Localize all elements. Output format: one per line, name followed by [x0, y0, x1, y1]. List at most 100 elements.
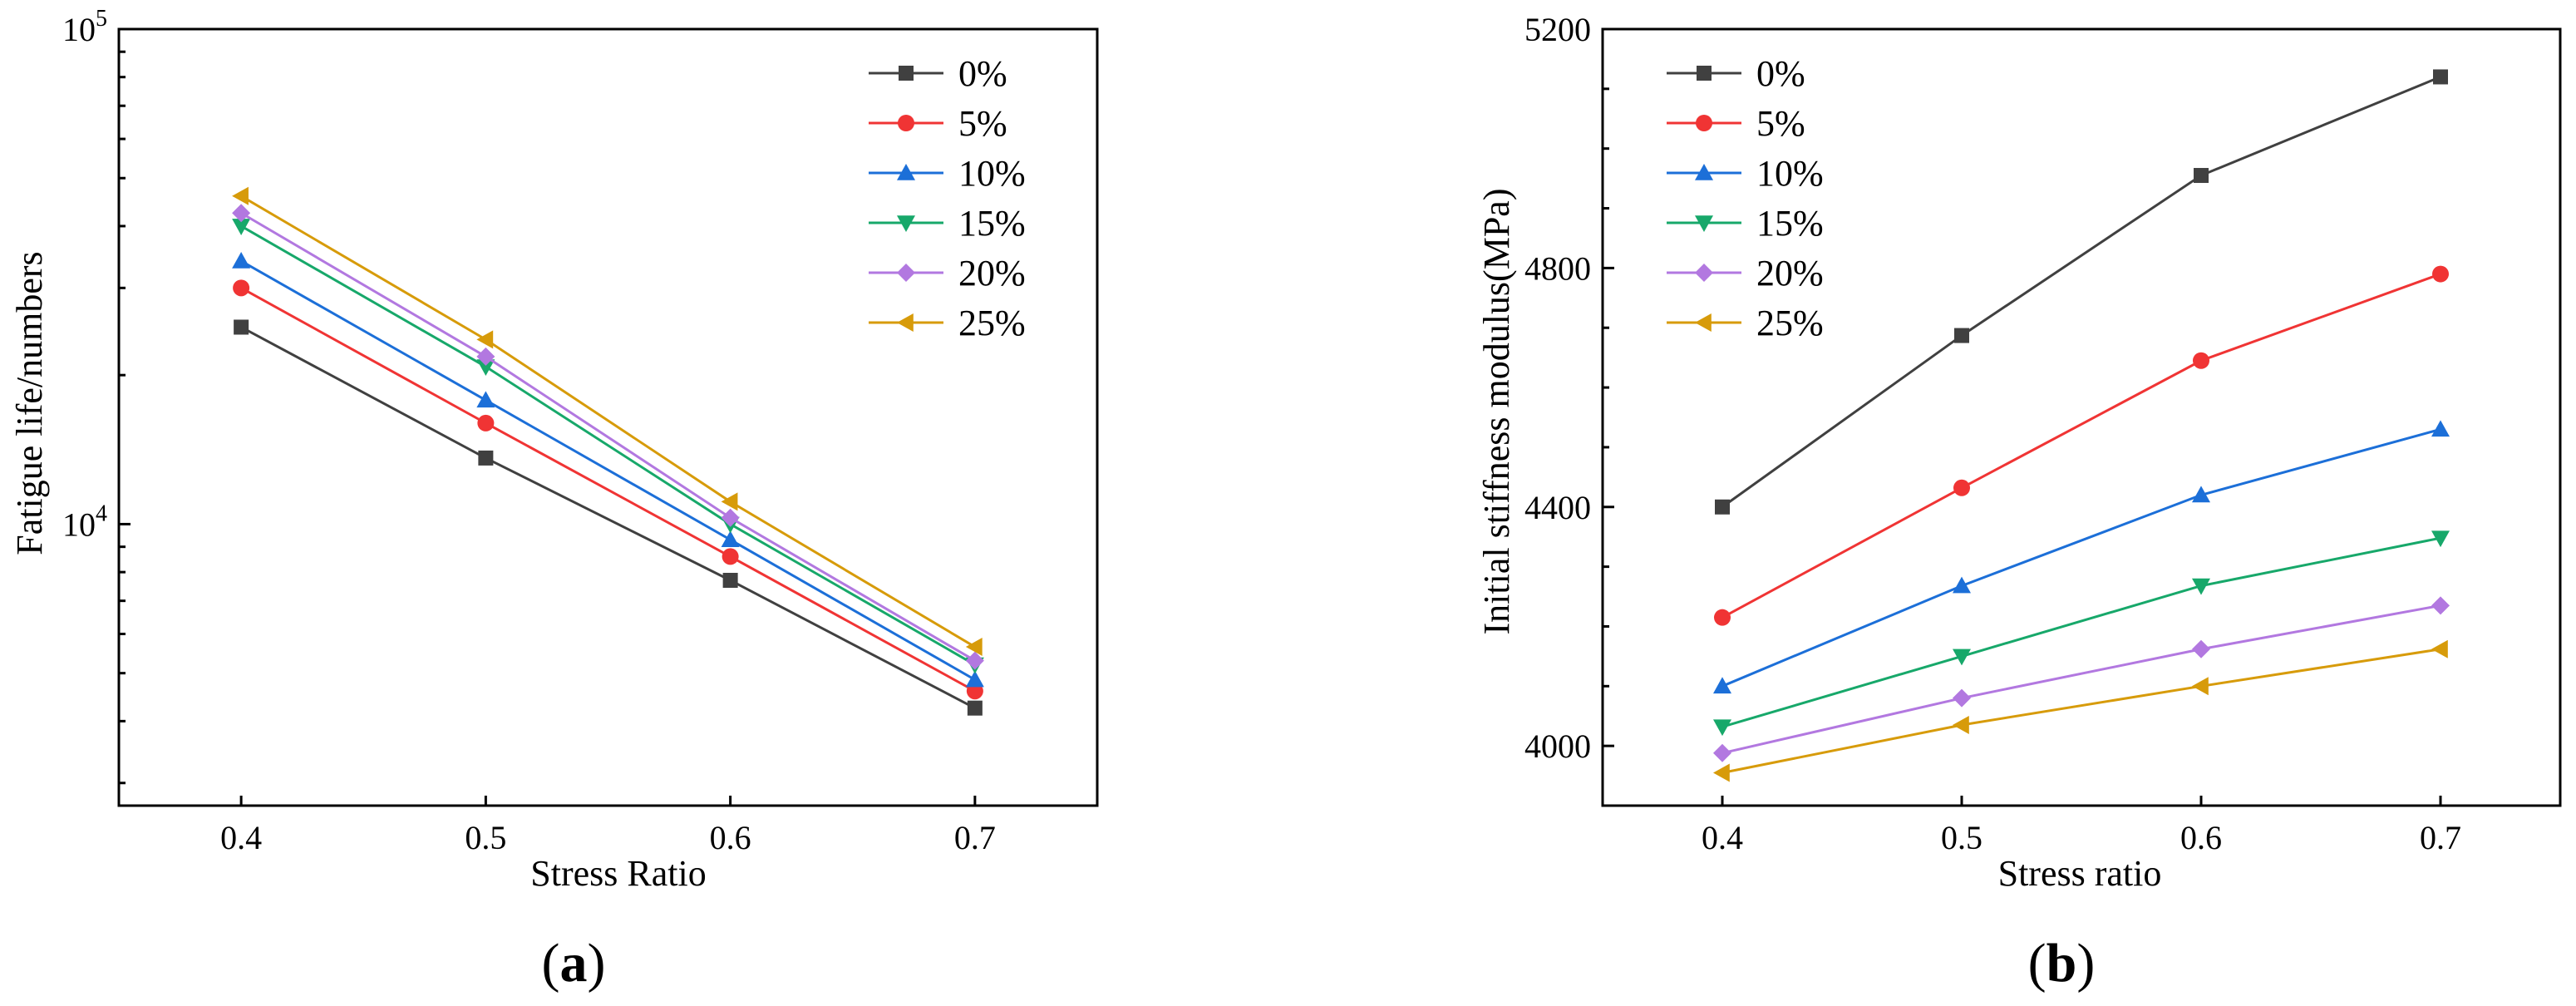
- legend-marker: [1697, 66, 1712, 81]
- legend-label: 15%: [958, 203, 1026, 244]
- series-b-0pct: [1715, 69, 2448, 515]
- data-point: [476, 391, 495, 408]
- data-point: [232, 204, 251, 223]
- data-point: [476, 347, 495, 366]
- data-point: [476, 359, 495, 377]
- caption-b-close: ): [2076, 933, 2095, 994]
- legend-entry: 25%: [869, 303, 1026, 343]
- data-point: [721, 492, 738, 511]
- y-axis-label-b: Initial stiffness modulus(MPa): [1476, 189, 1517, 635]
- legend-entry: 10%: [1667, 153, 1824, 194]
- caption-a-open: (: [542, 933, 560, 994]
- legend-label: 0%: [1756, 53, 1805, 94]
- series-line: [1721, 76, 2441, 508]
- series-group-b: [1713, 69, 2450, 782]
- data-point: [2432, 265, 2449, 283]
- data-point: [1954, 328, 1969, 343]
- series-line: [1721, 273, 2441, 619]
- data-point: [1714, 609, 1731, 626]
- series-line: [1721, 648, 2441, 774]
- x-tick-label-a: 0.7: [954, 819, 996, 856]
- data-point: [1953, 576, 1971, 594]
- data-point: [2192, 639, 2210, 658]
- data-point: [477, 414, 495, 431]
- legend-label: 0%: [958, 53, 1007, 94]
- legend-marker: [1695, 313, 1712, 332]
- legend-marker: [897, 264, 915, 282]
- data-point: [234, 319, 249, 335]
- y-tick-label-a: 105: [62, 6, 107, 48]
- series-line: [240, 224, 976, 666]
- series-a-20pct: [232, 204, 984, 670]
- x-tick-label-b: 0.6: [2180, 819, 2222, 856]
- caption-a-close: ): [588, 933, 606, 994]
- series-a-10pct: [232, 251, 984, 688]
- y-tick-label-b: 4800: [1524, 249, 1591, 287]
- legend-entry: 10%: [869, 153, 1026, 194]
- data-point: [1713, 677, 1731, 694]
- data-point: [2194, 168, 2209, 184]
- data-point: [721, 508, 740, 527]
- data-point: [2193, 352, 2209, 369]
- legend-label: 15%: [1756, 203, 1824, 244]
- data-point: [1713, 719, 1731, 737]
- data-point: [1715, 499, 1730, 515]
- data-point: [2192, 486, 2210, 503]
- x-axis-label-a: Stress Ratio: [530, 853, 706, 894]
- y-axis-label-a: Fatigue life/numbers: [9, 251, 50, 555]
- legend-entry: 0%: [1667, 53, 1805, 94]
- series-line: [240, 326, 976, 710]
- legend-label: 10%: [1756, 153, 1824, 194]
- axes-a: 0.4 0.5 0.6 0.7 104 105: [62, 6, 996, 856]
- series-a-25pct: [232, 186, 983, 657]
- data-point: [2431, 420, 2450, 437]
- data-point: [1953, 648, 1971, 666]
- axes-b: 0.4 0.5 0.6 0.7 4000 4400 4800 5200: [1524, 11, 2461, 856]
- data-point: [722, 548, 739, 565]
- data-point: [1953, 688, 1971, 708]
- legend-entry: 15%: [1667, 203, 1824, 244]
- data-point: [1953, 716, 1969, 735]
- legend-b: 0% 5% 10% 15% 20% 25%: [1667, 53, 1824, 343]
- caption-b-open: (: [2028, 933, 2047, 994]
- x-tick-label-a: 0.6: [710, 819, 751, 856]
- data-point: [478, 450, 494, 466]
- x-tick-label-a: 0.4: [220, 819, 262, 856]
- data-point: [1713, 743, 1731, 762]
- series-b-5pct: [1714, 265, 2449, 626]
- y-tick-label-b: 4000: [1524, 727, 1591, 765]
- legend-label: 25%: [958, 303, 1026, 343]
- legend-label: 20%: [958, 253, 1026, 293]
- data-point: [232, 219, 251, 235]
- caption-b-letter: b: [2047, 933, 2077, 994]
- x-tick-label-b: 0.7: [2420, 819, 2461, 856]
- panel-a-fatigue-life-chart: 0.4 0.5 0.6 0.7 104 105 0% 5% 10% 15% 20% 25% Stre…: [9, 6, 1099, 994]
- legend-a: 0% 5% 10% 15% 20% 25%: [869, 53, 1026, 343]
- legend-marker: [1695, 264, 1713, 282]
- y-tick-label-b: 4400: [1524, 489, 1591, 526]
- data-point: [965, 670, 984, 688]
- legend-entry: 0%: [869, 53, 1007, 94]
- data-point: [965, 638, 983, 657]
- legend-entry: 5%: [1667, 103, 1805, 144]
- data-point: [967, 700, 983, 716]
- legend-entry: 5%: [869, 103, 1007, 144]
- x-tick-label-a: 0.5: [465, 819, 506, 856]
- x-tick-label-b: 0.4: [1702, 819, 1743, 856]
- y-tick-label-a: 104: [62, 501, 107, 543]
- legend-marker: [1696, 115, 1712, 131]
- data-point: [1953, 479, 1970, 496]
- legend-label: 20%: [1756, 253, 1824, 293]
- data-point: [2431, 596, 2450, 615]
- legend-marker: [1695, 164, 1713, 180]
- legend-marker: [897, 215, 915, 232]
- legend-marker: [898, 115, 914, 131]
- data-point: [722, 573, 738, 589]
- legend-marker: [897, 313, 914, 332]
- data-point: [1713, 763, 1730, 782]
- series-a-0pct: [234, 319, 983, 716]
- series-b-25pct: [1713, 639, 2448, 782]
- series-line: [1721, 536, 2441, 728]
